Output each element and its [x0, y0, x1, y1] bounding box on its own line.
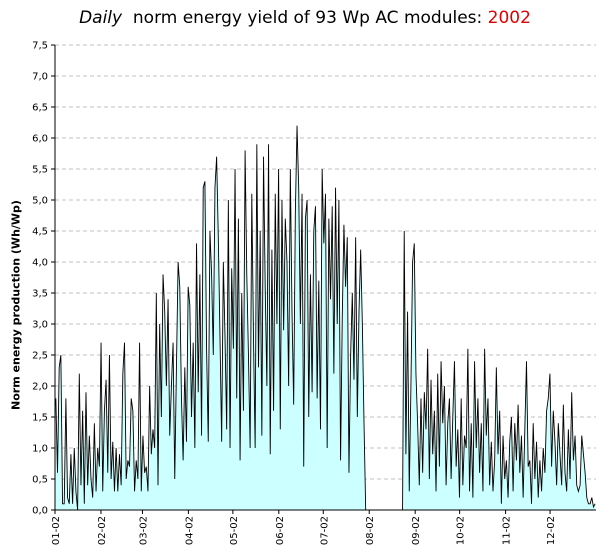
x-tick-label: 04-02 — [184, 516, 195, 545]
y-tick-label: 5,5 — [32, 165, 48, 176]
y-tick-label: 7,5 — [32, 41, 48, 52]
title-year: 2002 — [487, 8, 531, 28]
y-tick-label: 1,5 — [32, 413, 48, 424]
y-tick-label: 2,0 — [32, 382, 48, 393]
x-tick-label: 01-02 — [51, 516, 62, 545]
chart-title: Daily norm energy yield of 93 Wp AC modu… — [0, 8, 610, 28]
x-tick-label: 10-02 — [456, 516, 467, 545]
y-tick-label: 6,5 — [32, 103, 48, 114]
series-area — [55, 125, 596, 510]
x-tick-label: 03-02 — [138, 516, 149, 545]
y-tick-label: 7,0 — [32, 72, 48, 83]
y-tick-label: 0,5 — [32, 475, 48, 486]
y-tick-label: 2,5 — [32, 351, 48, 362]
x-tick-label: 05-02 — [229, 516, 240, 545]
y-tick-label: 6,0 — [32, 134, 48, 145]
x-tick-label: 12-02 — [546, 516, 557, 545]
x-tick-label: 08-02 — [365, 516, 376, 545]
x-tick-label: 11-02 — [502, 516, 513, 545]
y-tick-label: 1,0 — [32, 444, 48, 455]
x-tick-label: 09-02 — [411, 516, 422, 545]
series-line — [55, 125, 596, 511]
x-tick-label: 07-02 — [319, 516, 330, 545]
y-tick-label: 4,5 — [32, 227, 48, 238]
x-tick-label: 02-02 — [97, 516, 108, 545]
y-tick-label: 0,0 — [32, 506, 48, 517]
x-tick-label: 06-02 — [275, 516, 286, 545]
title-main: norm energy yield of 93 Wp AC modules: — [132, 8, 483, 28]
y-tick-label: 3,0 — [32, 320, 48, 331]
y-tick-label: 5,0 — [32, 196, 48, 207]
y-tick-label: 4,0 — [32, 258, 48, 269]
y-tick-label: 3,5 — [32, 289, 48, 300]
title-prefix: Daily — [79, 8, 123, 28]
